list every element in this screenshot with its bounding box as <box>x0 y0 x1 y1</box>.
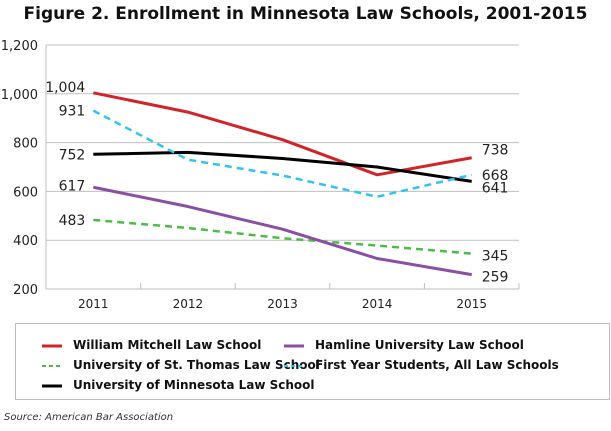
data-label-end: 668 <box>482 168 509 184</box>
x-tick-label: 2012 <box>173 297 204 311</box>
legend-label: University of Minnesota Law School <box>73 378 315 392</box>
legend-swatch-dashed-blue <box>284 360 306 370</box>
chart-legend: William Mitchell Law School Hamline Univ… <box>15 323 610 400</box>
legend-item-st-thomas: University of St. Thomas Law School <box>42 358 320 372</box>
source-note: Source: American Bar Association <box>4 412 174 423</box>
legend-swatch-solid-red <box>42 340 64 350</box>
data-label-start: 931 <box>59 104 86 120</box>
data-label-start: 617 <box>59 178 86 194</box>
data-label-end: 259 <box>482 270 509 286</box>
data-label-start: 483 <box>59 213 86 229</box>
data-label-end: 641 <box>482 180 509 196</box>
data-label-end: 738 <box>482 143 509 159</box>
data-label-end: 345 <box>482 249 509 265</box>
legend-label: University of St. Thomas Law School <box>73 358 320 372</box>
x-tick-label: 2013 <box>267 297 298 311</box>
y-tick-label: 1,000 <box>1 88 38 103</box>
legend-item-hamline: Hamline University Law School <box>284 338 524 352</box>
y-tick-label: 1,200 <box>1 39 38 54</box>
legend-label: First Year Students, All Law Schools <box>315 358 559 372</box>
legend-label: Hamline University Law School <box>315 338 524 352</box>
legend-label: William Mitchell Law School <box>73 338 262 352</box>
y-tick-label: 600 <box>13 185 38 200</box>
series-line-william-mitchell-law-school <box>93 91 472 177</box>
legend-item-william-mitchell: William Mitchell Law School <box>42 338 261 352</box>
series-line-university-of-st-thomas-law-school <box>93 218 472 255</box>
data-label-start: 752 <box>59 147 86 163</box>
series-line-hamline-university-law-school <box>93 185 472 277</box>
series-line-university-of-minnesota-law-school <box>93 150 472 183</box>
legend-item-first-year: First Year Students, All Law Schools <box>284 358 559 372</box>
y-tick-label: 800 <box>13 137 38 152</box>
x-tick-label: 2015 <box>456 297 487 311</box>
x-tick-label: 2011 <box>78 297 109 311</box>
x-tick-label: 2014 <box>362 297 393 311</box>
y-tick-label: 400 <box>13 234 38 249</box>
y-tick-label: 200 <box>13 283 38 298</box>
line-chart: 200 400 600 800 1,000 1,200 2011 2012 2013 2014 20… <box>1 39 520 311</box>
legend-swatch-dashed-green <box>42 360 64 370</box>
legend-item-minnesota: University of Minnesota Law School <box>42 378 315 392</box>
legend-swatch-solid-purple <box>284 340 306 350</box>
legend-swatch-solid-black <box>42 380 64 390</box>
data-label-start: 1,004 <box>45 80 85 96</box>
chart-title: Figure 2. Enrollment in Minnesota Law Sc… <box>23 4 588 24</box>
